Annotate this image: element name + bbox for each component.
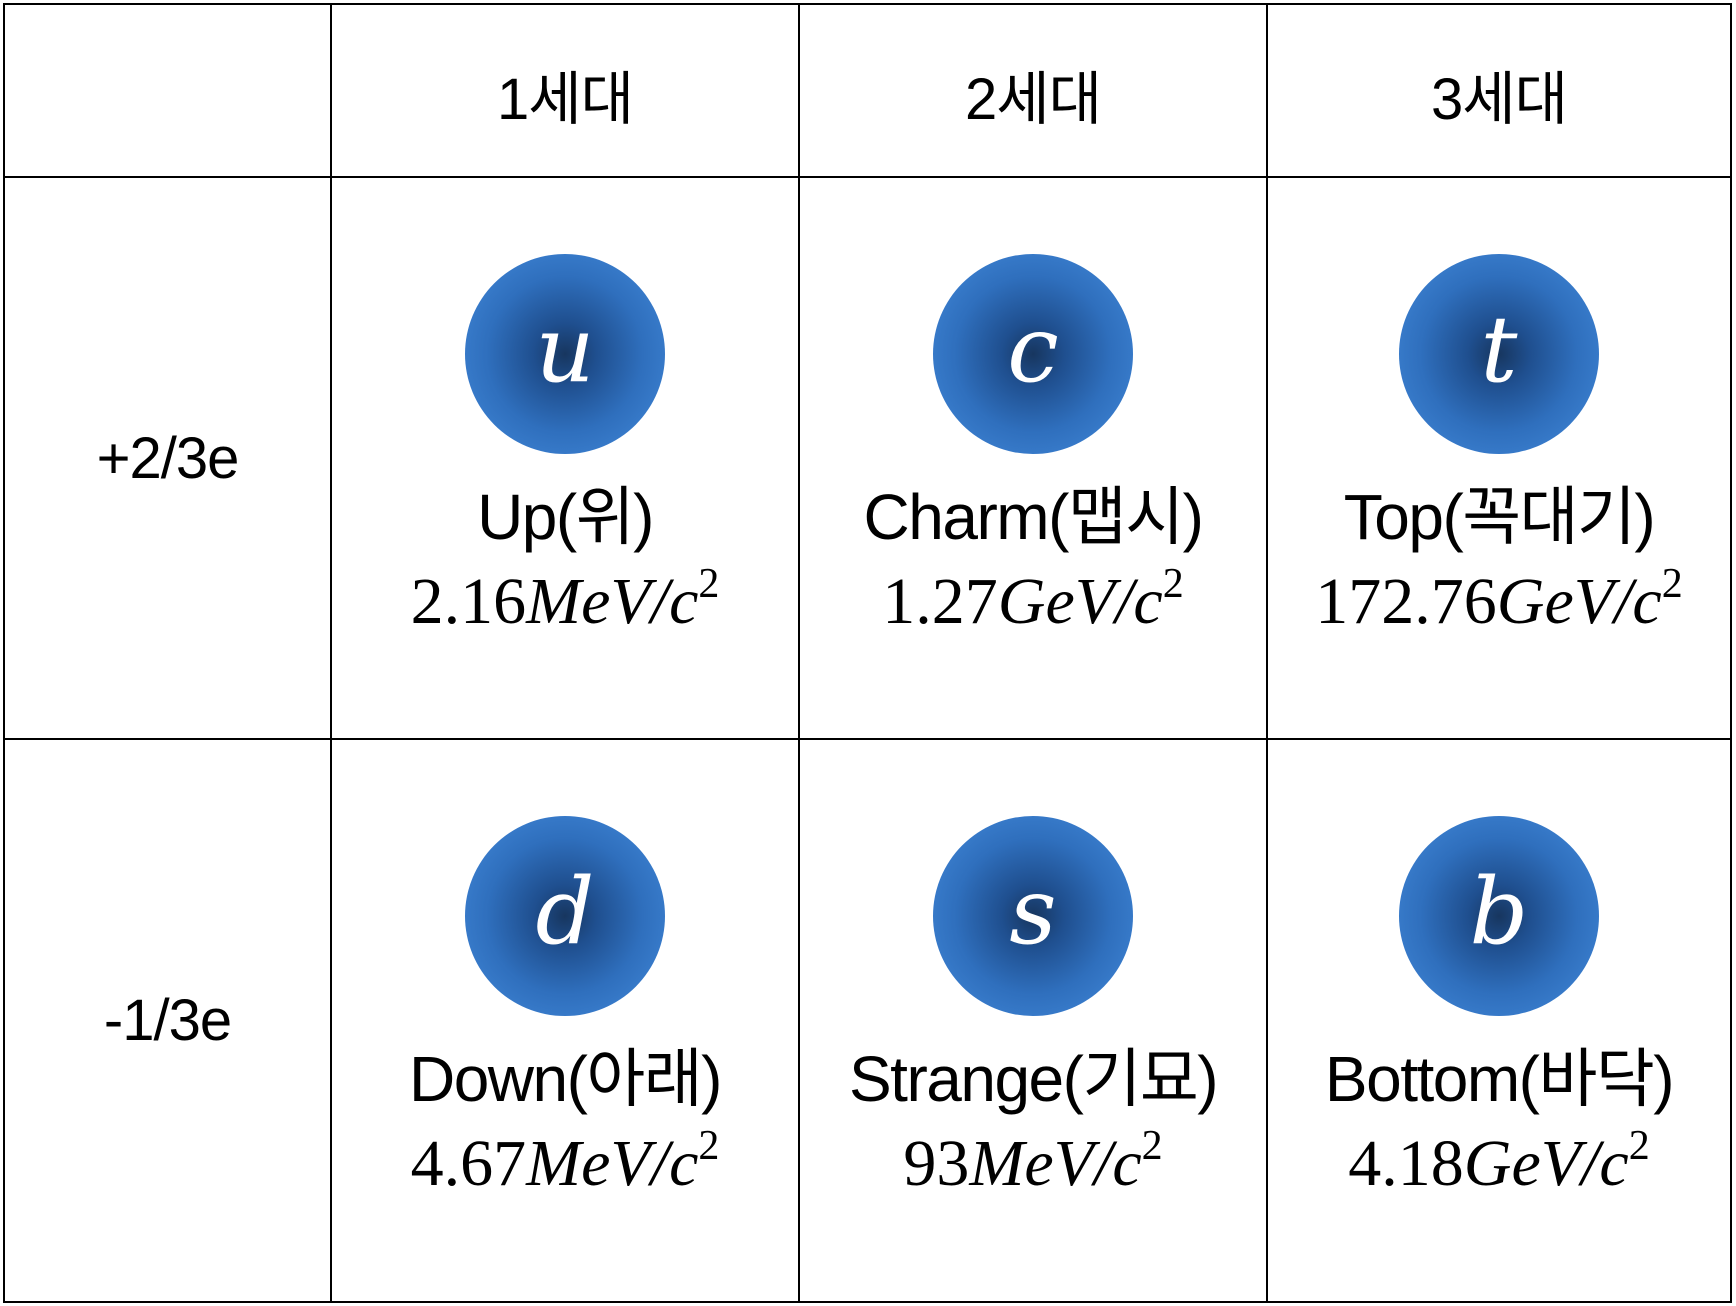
quark-cell-strange: s Strange(기묘) 93MeV/c2 <box>800 740 1268 1301</box>
generation-label: 3세대 <box>1431 66 1568 132</box>
quark-mass: 4.67MeV/c2 <box>410 1123 720 1201</box>
quark-ball-icon: u <box>465 254 665 454</box>
quark-symbol: s <box>1009 858 1057 965</box>
charge-label: -1/3e <box>103 988 232 1053</box>
quark-mass: 1.27GeV/c2 <box>882 561 1184 639</box>
generation-label: 2세대 <box>965 66 1102 132</box>
quark-name: Charm(맵시) <box>863 481 1204 553</box>
quark-table: 1세대 2세대 3세대 +2/3e u Up(위) 2.16MeV/c2 c C… <box>3 3 1732 1303</box>
quark-ball-icon: d <box>465 816 665 1016</box>
quark-symbol: c <box>1007 296 1059 403</box>
quark-name: Strange(기묘) <box>848 1043 1219 1115</box>
quark-mass: 93MeV/c2 <box>903 1123 1163 1201</box>
quark-ball-icon: c <box>933 254 1133 454</box>
quark-cell-top: t Top(꼭대기) 172.76GeV/c2 <box>1268 178 1730 740</box>
quark-ball-icon: s <box>933 816 1133 1016</box>
quark-mass: 4.18GeV/c2 <box>1348 1123 1650 1201</box>
quark-cell-charm: c Charm(맵시) 1.27GeV/c2 <box>800 178 1268 740</box>
corner-cell <box>5 5 332 178</box>
quark-cell-up: u Up(위) 2.16MeV/c2 <box>332 178 800 740</box>
quark-symbol: u <box>535 296 595 403</box>
generation-label: 1세대 <box>497 66 634 132</box>
quark-symbol: d <box>535 858 595 965</box>
quark-ball-icon: b <box>1399 816 1599 1016</box>
header-generation-2: 2세대 <box>800 5 1268 178</box>
quark-mass: 172.76GeV/c2 <box>1315 561 1683 639</box>
quark-name: Bottom(바닥) <box>1324 1043 1675 1115</box>
quark-name: Down(아래) <box>408 1043 723 1115</box>
quark-symbol: t <box>1480 296 1518 403</box>
quark-mass: 2.16MeV/c2 <box>410 561 720 639</box>
quark-symbol: b <box>1469 858 1529 965</box>
quark-name: Up(위) <box>477 481 654 553</box>
charge-label: +2/3e <box>96 425 240 491</box>
quark-ball-icon: t <box>1399 254 1599 454</box>
header-generation-1: 1세대 <box>332 5 800 178</box>
charge-cell-up-type: +2/3e <box>5 178 332 740</box>
charge-cell-down-type: -1/3e <box>5 740 332 1301</box>
header-generation-3: 3세대 <box>1268 5 1730 178</box>
quark-cell-down: d Down(아래) 4.67MeV/c2 <box>332 740 800 1301</box>
quark-name: Top(꼭대기) <box>1343 481 1656 553</box>
quark-cell-bottom: b Bottom(바닥) 4.18GeV/c2 <box>1268 740 1730 1301</box>
